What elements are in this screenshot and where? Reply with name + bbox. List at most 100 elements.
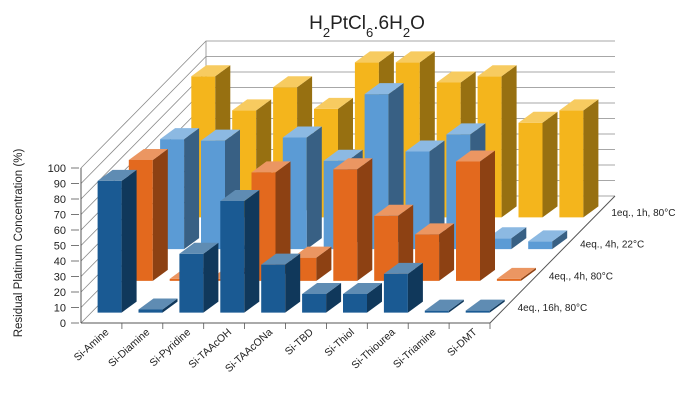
- bar-top: [314, 97, 353, 109]
- category-label: Si-Thiourea: [349, 326, 397, 371]
- series-label: 4eq., 16h, 80°C: [518, 303, 588, 314]
- bar-side: [480, 150, 495, 281]
- bar-side: [152, 149, 168, 281]
- bar-front: [465, 310, 490, 313]
- y-tick-label: 50: [54, 241, 66, 253]
- bar: [302, 283, 342, 313]
- bar-top: [302, 283, 342, 294]
- category-label: Si-Diamine: [106, 326, 152, 369]
- bar-top: [97, 169, 137, 181]
- y-tick-label: 30: [54, 272, 66, 284]
- bar-front: [383, 273, 408, 313]
- bar-front: [138, 309, 163, 313]
- y-tick-label: 100: [48, 163, 66, 175]
- bar-top: [424, 299, 464, 311]
- bar-top: [487, 227, 527, 239]
- bar-top: [179, 242, 219, 254]
- bar-side: [398, 204, 414, 281]
- bar-side: [306, 126, 322, 250]
- bar-side: [316, 246, 332, 281]
- bar-top: [251, 161, 291, 173]
- bar-top: [465, 299, 505, 311]
- bar-top: [559, 99, 599, 111]
- bar-side: [407, 262, 423, 313]
- bar-front: [456, 161, 480, 281]
- bar: [477, 65, 517, 218]
- bar: [528, 230, 568, 250]
- category-label: Si-DMT: [445, 326, 480, 359]
- bar-top: [128, 149, 168, 160]
- bar-top: [191, 65, 231, 77]
- bar-top: [354, 51, 394, 63]
- bar-top: [201, 129, 240, 141]
- bar-top: [138, 298, 178, 310]
- bar-front: [201, 140, 225, 250]
- bar: [374, 204, 414, 281]
- category-label: Si-Amine: [72, 326, 112, 364]
- bar-side: [244, 190, 260, 313]
- bar-top: [436, 71, 476, 83]
- y-tick-label: 80: [54, 194, 66, 206]
- bar-top: [343, 283, 382, 294]
- y-tick-label: 70: [54, 210, 66, 222]
- bar-front: [302, 294, 327, 313]
- chart-title: H2PtCl6.6H2O: [309, 13, 425, 40]
- bars-layer: [97, 51, 599, 313]
- bar-side: [520, 267, 536, 281]
- bar-side: [448, 299, 464, 313]
- bar-side: [203, 242, 219, 313]
- bar-front: [559, 110, 584, 218]
- bar: [465, 299, 505, 313]
- bar: [496, 267, 536, 281]
- bar-top: [323, 149, 363, 161]
- category-label: Si-Triamine: [391, 326, 439, 371]
- bar-side: [275, 161, 291, 281]
- bar: [97, 169, 137, 313]
- y-tick-label: 10: [54, 303, 66, 315]
- bar-side: [489, 299, 505, 313]
- bar-top: [261, 253, 301, 265]
- y-tick-label: 40: [54, 256, 66, 268]
- bar: [343, 283, 382, 313]
- bar-front: [424, 310, 449, 313]
- bar-top: [273, 76, 313, 88]
- bar-top: [405, 140, 445, 152]
- bar: [220, 190, 260, 313]
- bar-top: [518, 111, 558, 123]
- bar: [333, 158, 373, 281]
- bar-top: [383, 262, 423, 274]
- bar-top: [160, 128, 200, 140]
- bar-side: [511, 227, 527, 250]
- bar-top: [415, 223, 455, 235]
- bar-side: [583, 99, 599, 218]
- bar-side: [326, 283, 342, 313]
- bar-top: [220, 190, 260, 201]
- y-axis-label: Residual Platinum Concentration (%): [13, 149, 25, 338]
- bar-top: [528, 230, 568, 242]
- bar-top: [232, 99, 272, 111]
- bar-front: [528, 241, 553, 250]
- bar-front: [496, 278, 521, 281]
- bar: [456, 150, 495, 281]
- bar: [383, 262, 423, 313]
- bar-top: [364, 83, 404, 95]
- bar: [518, 111, 558, 218]
- category-label: Si-Thiol: [322, 326, 356, 359]
- bar-top: [456, 150, 495, 162]
- bar-side: [429, 140, 445, 250]
- bar-front: [374, 215, 399, 281]
- bar-side: [542, 111, 558, 218]
- bar-front: [333, 169, 358, 281]
- y-tick-label: 0: [60, 318, 66, 330]
- y-tick-label: 90: [54, 179, 66, 191]
- series-label: 4eq., 4h, 80°C: [549, 271, 613, 282]
- bar-side: [367, 283, 382, 313]
- y-tick-label: 60: [54, 225, 66, 237]
- bar-top: [282, 126, 322, 138]
- series-label: 1eq., 1h, 80°C: [611, 208, 675, 219]
- bar-front: [179, 253, 204, 313]
- bar-top: [477, 65, 517, 77]
- bar: [179, 242, 219, 313]
